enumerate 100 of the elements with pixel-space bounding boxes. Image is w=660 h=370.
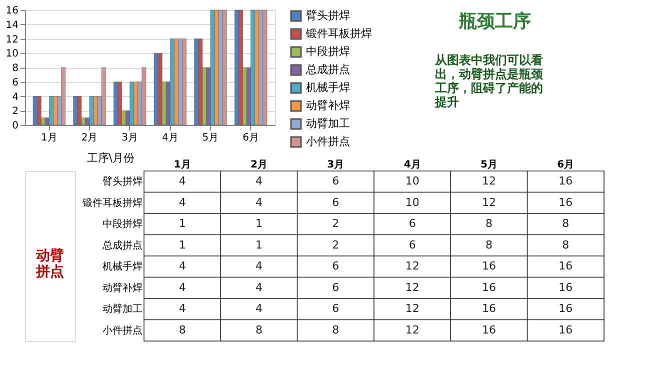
legend-label: 锻件耳板拼焊 [305,27,372,40]
y-tick-label: 机械手焊 [102,260,142,273]
data-label: 4 [178,302,186,316]
data-label: 4 [178,260,186,273]
x-tick-label: 2月 [250,160,268,170]
bar [158,52,162,126]
bar [234,10,239,126]
data-label: 8 [562,238,570,252]
y-tick-label: 臂头拼焊 [102,176,142,188]
x-tick-label: 4月 [404,160,421,170]
bar [36,96,42,126]
bar [114,82,118,126]
data-label: 6 [408,238,416,252]
bar [254,10,260,126]
x-tick-label: 5月 [480,160,498,170]
bar [174,38,178,126]
y-tick-label: 2 [12,106,18,118]
data-label: 12 [405,280,420,294]
x-tick-label: 5月 [202,132,219,144]
y-tick-label: 总成拼点 [102,239,142,252]
x-tick-label: 6月 [242,132,259,144]
data-label: 12 [405,260,420,273]
x-axis-title: 工序\月份 [86,152,134,164]
bar [101,67,106,126]
bar [154,52,158,126]
legend-label: 总成拼点 [305,63,350,76]
data-label: 1 [178,238,186,252]
data-label: 6 [408,217,416,230]
data-label: 1 [178,217,186,230]
data-label: 4 [178,280,186,294]
x-tick-label: 6月 [557,160,574,170]
y-tick-label: 动臂补焊 [102,282,142,294]
bar [77,96,82,126]
data-label: 8 [178,323,186,336]
data-label: 4 [256,280,262,294]
data-label: 10 [405,174,420,188]
y-tick-label: 小件拼点 [102,324,142,336]
bar [258,10,264,126]
data-label: 12 [405,302,420,316]
bar [182,38,186,126]
data-label: 8 [256,323,262,336]
data-label: 16 [482,302,496,316]
data-label: 1 [256,238,262,252]
data-label: 16 [558,196,573,209]
x-tick-label: 1月 [41,132,58,144]
bar [222,10,227,126]
bar [170,38,174,126]
data-label: 8 [332,323,340,336]
y-tick-label: 6 [12,77,18,88]
x-tick-label: 3月 [327,160,344,170]
legend-label: 小件拼点 [306,135,350,148]
data-label: 2 [332,217,340,230]
legend-label: 动臂补焊 [306,99,350,112]
bar [218,10,223,126]
data-label: 12 [482,174,496,188]
text: 从图表中我们可以看出，动臂拼点是瓶颈工序，阻碍了产能的提升 [434,53,544,109]
bar [262,10,268,126]
y-tick-label: 10 [6,48,18,60]
text: 动臂拼点 [35,247,64,280]
data-label: 6 [332,196,340,209]
data-label: 16 [558,260,573,273]
text: 瓶颈工序 [458,11,531,32]
data-label: 12 [405,323,420,336]
y-tick-label: 16 [6,6,18,16]
data-label: 4 [256,302,262,316]
y-tick-label: 4 [12,92,18,103]
data-label: 4 [256,196,262,209]
data-label: 16 [558,280,573,294]
bar [93,96,98,126]
bar [53,96,58,126]
data-label: 16 [558,174,573,188]
data-label: 4 [256,174,262,188]
data-label: 16 [482,260,496,273]
data-label: 4 [178,196,186,209]
legend-label: 臂头拼焊 [306,9,350,22]
legend-label: 中段拼焊 [306,45,350,58]
data-label: 1 [256,217,262,230]
y-tick-label: 14 [6,20,18,31]
y-tick-label: 12 [6,34,18,46]
data-label: 8 [562,217,570,230]
data-label: 4 [178,174,186,188]
bar [142,67,146,126]
bar [61,67,66,126]
data-label: 6 [332,302,340,316]
bar [118,82,122,126]
data-label: 6 [332,174,340,188]
x-tick-label: 2月 [81,132,98,144]
data-label: 4 [256,260,262,273]
y-tick-label: 8 [12,63,18,74]
y-tick-label: 0 [12,120,18,132]
bar [238,10,243,126]
data-label: 2 [332,238,340,252]
legend-label: 动臂加工 [306,117,350,130]
x-tick-label: 1月 [174,160,191,170]
y-tick-label: 动臂加工 [102,303,142,316]
data-label: 12 [482,196,496,209]
bar [194,38,199,126]
data-label: 16 [482,280,496,294]
data-label: 6 [332,280,340,294]
bar [178,38,182,126]
